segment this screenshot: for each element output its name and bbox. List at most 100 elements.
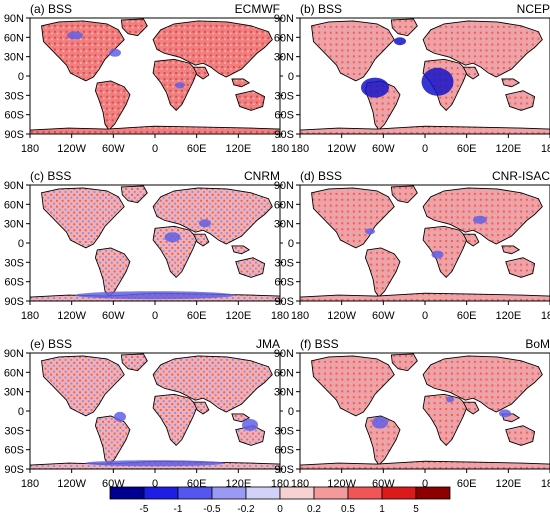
lon-tick-label: 120W	[327, 143, 356, 155]
lon-tick-label: 60E	[457, 478, 477, 490]
lat-tick-label: 0	[288, 406, 294, 418]
colorbar-swatch	[279, 486, 315, 500]
lon-tick-label: 120E	[495, 143, 521, 155]
lon-tick-label: 180	[271, 143, 289, 155]
land-shading	[29, 185, 281, 302]
lat-tick-label: 90S	[274, 296, 294, 308]
colorbar-swatch	[143, 486, 179, 500]
lon-tick-label: 60E	[457, 143, 477, 155]
lat-tick-label: 30S	[4, 425, 24, 437]
negative-skill-region	[164, 232, 181, 243]
lon-tick-label: 60W	[102, 143, 125, 155]
land-shading	[29, 353, 281, 470]
lat-tick-label: 90N	[4, 13, 24, 25]
lon-tick-label: 120W	[327, 310, 356, 322]
colorbar-swatch	[313, 486, 349, 500]
negative-skill-region	[175, 82, 185, 89]
map-panel: 90N60N30N030S60S90S180120W60W060E120E180…	[274, 2, 550, 155]
map-panel: 90N60N30N030S60S90S180120W60W060E120E180…	[274, 337, 550, 490]
lon-tick-label: 120E	[495, 478, 521, 490]
negative-skill-region	[473, 215, 487, 224]
panel-tag: (e) BSS	[30, 337, 72, 351]
lat-tick-label: 60N	[4, 199, 24, 211]
colorbar-label: -5	[140, 504, 149, 515]
lat-tick-label: 90S	[4, 129, 24, 141]
negative-skill-region	[85, 460, 225, 467]
lat-tick-label: 90N	[274, 348, 294, 360]
colorbar-label: 5	[413, 504, 419, 515]
lon-tick-label: 180	[21, 143, 39, 155]
lat-tick-label: 60N	[274, 32, 294, 44]
land-shading	[299, 353, 550, 470]
lat-tick-label: 90S	[4, 296, 24, 308]
lat-tick-label: 60N	[4, 367, 24, 379]
colorbar-label: 0.2	[307, 504, 321, 515]
panel-model-name: ECMWF	[235, 2, 280, 16]
lat-tick-label: 0	[288, 238, 294, 250]
lat-tick-label: 90N	[4, 348, 24, 360]
lat-tick-label: 90S	[274, 464, 294, 476]
lat-tick-label: 90N	[274, 180, 294, 192]
colorbar-label: -1	[174, 504, 183, 515]
lon-tick-label: 60W	[372, 143, 395, 155]
lat-tick-label: 60N	[274, 367, 294, 379]
lon-tick-label: 0	[422, 143, 428, 155]
lon-tick-label: 0	[422, 478, 428, 490]
lat-tick-label: 30N	[274, 387, 294, 399]
panel-tag: (c) BSS	[30, 169, 71, 183]
panel-model-name: BoM	[525, 337, 550, 351]
lon-tick-label: 60W	[102, 310, 125, 322]
negative-skill-region	[109, 48, 121, 57]
lat-tick-label: 30N	[274, 52, 294, 64]
lon-tick-label: 60E	[457, 310, 477, 322]
colorbar: -5 -1 -0.5 -0.2 0 0.2 0.5 1 5	[109, 486, 451, 515]
lat-tick-label: 0	[18, 238, 24, 250]
colorbar-swatch	[211, 486, 247, 500]
panel-tag: (a) BSS	[30, 2, 72, 16]
colorbar-label: -0.2	[237, 504, 255, 515]
colorbar-label: 0.5	[341, 504, 355, 515]
lat-tick-label: 60N	[4, 32, 24, 44]
lat-tick-label: 90S	[4, 464, 24, 476]
lat-tick-label: 30N	[4, 387, 24, 399]
negative-skill-region	[446, 396, 454, 403]
lat-tick-label: 60S	[274, 277, 294, 289]
lon-tick-label: 60E	[187, 310, 207, 322]
lon-tick-label: 180	[541, 478, 550, 490]
colorbar-swatch	[415, 486, 451, 500]
colorbar-swatch	[245, 486, 281, 500]
colorbar-swatch	[109, 486, 145, 500]
negative-skill-region	[421, 67, 454, 96]
lat-tick-label: 0	[18, 406, 24, 418]
panel-tag: (f) BSS	[300, 337, 339, 351]
negative-skill-region	[372, 416, 388, 429]
lon-tick-label: 180	[21, 478, 39, 490]
negative-skill-region	[199, 219, 211, 228]
colorbar-label: 0	[277, 504, 283, 515]
lon-tick-label: 0	[422, 310, 428, 322]
panel-model-name: NCEP	[517, 2, 550, 16]
lat-tick-label: 90N	[4, 180, 24, 192]
lat-tick-label: 60S	[4, 445, 24, 457]
lon-tick-label: 180	[291, 310, 309, 322]
lon-tick-label: 120E	[495, 310, 521, 322]
lon-tick-label: 0	[152, 478, 158, 490]
negative-skill-region	[431, 250, 444, 259]
lon-tick-label: 120E	[225, 310, 251, 322]
lon-tick-label: 120W	[57, 310, 86, 322]
lon-tick-label: 120E	[225, 143, 251, 155]
lat-tick-label: 30N	[274, 219, 294, 231]
negative-skill-region	[75, 291, 235, 300]
lon-tick-label: 0	[152, 310, 158, 322]
lon-tick-label: 180	[541, 143, 550, 155]
panel-model-name: CNRM	[244, 169, 280, 183]
lat-tick-label: 60S	[4, 277, 24, 289]
negative-skill-region	[499, 409, 511, 418]
lat-tick-label: 30N	[4, 219, 24, 231]
panel-model-name: CNR-ISAC	[492, 169, 550, 183]
negative-skill-region	[361, 77, 389, 98]
lat-tick-label: 30S	[4, 90, 24, 102]
